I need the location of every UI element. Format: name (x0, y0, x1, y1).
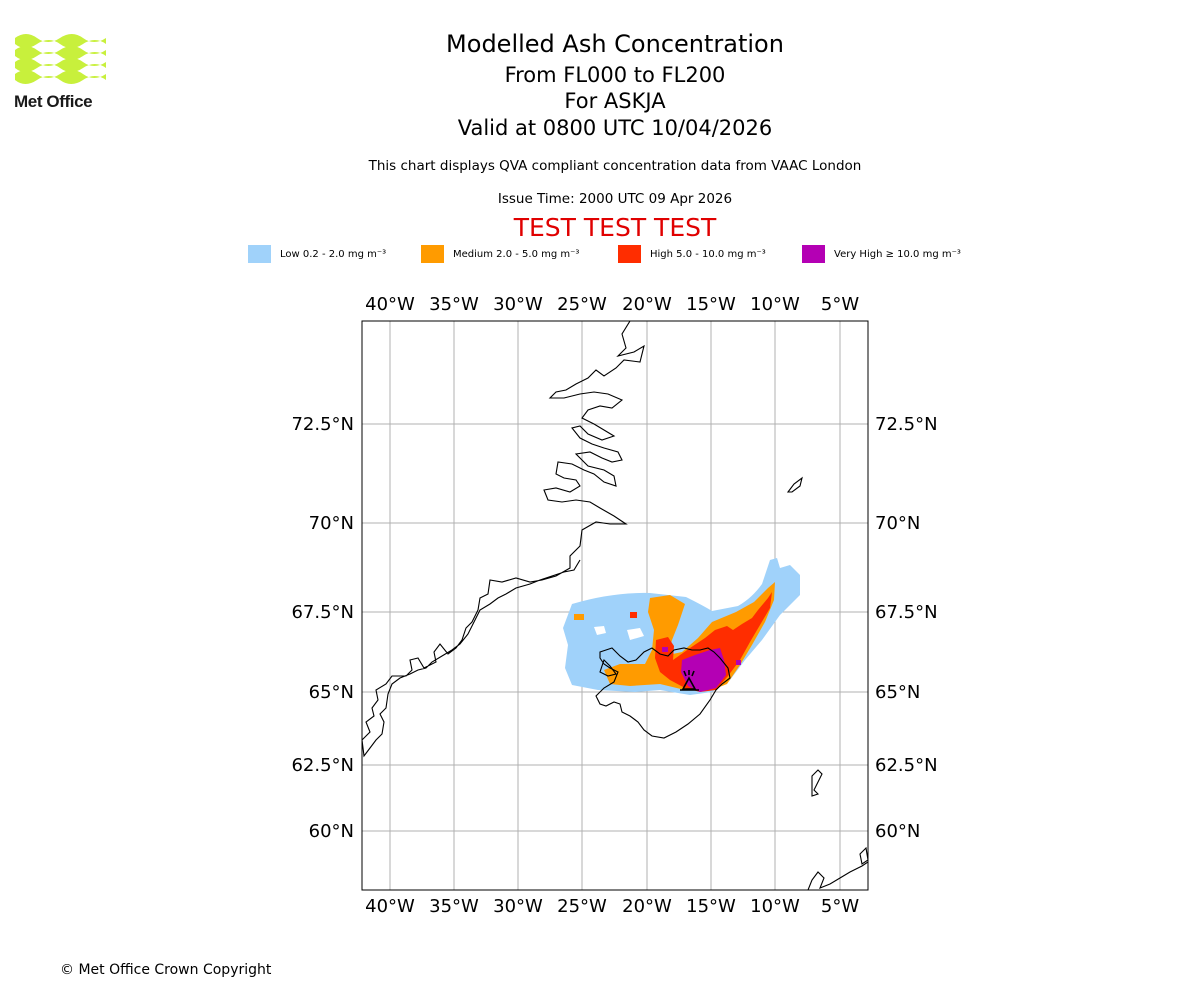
lon-tick-bottom: 10°W (750, 896, 800, 917)
lat-tick-right: 70°N (875, 513, 920, 534)
lon-tick-top: 30°W (493, 294, 543, 315)
legend-item-medium: Medium 2.0 - 5.0 mg m⁻³ (421, 244, 579, 264)
lon-tick-bottom: 30°W (493, 896, 543, 917)
lon-tick-bottom: 5°W (821, 896, 859, 917)
coastlines (362, 321, 868, 890)
legend-label-low: Low 0.2 - 2.0 mg m⁻³ (280, 248, 387, 260)
lat-tick-left: 70°N (309, 513, 354, 534)
map-plot-area (362, 321, 868, 890)
lat-tick-left: 62.5°N (291, 755, 354, 776)
test-banner: TEST TEST TEST (513, 213, 717, 242)
left-latitude-labels: 72.5°N 70°N 67.5°N 65°N 62.5°N 60°N (291, 414, 354, 842)
lon-tick-top: 5°W (821, 294, 859, 315)
volcano-subtitle: For ASKJA (564, 89, 666, 113)
lon-tick-top: 10°W (750, 294, 800, 315)
legend-item-very-high: Very High ≥ 10.0 mg m⁻³ (802, 244, 961, 264)
legend-swatch-low (248, 245, 271, 263)
chart-title: Modelled Ash Concentration (446, 30, 784, 58)
lon-tick-bottom: 35°W (429, 896, 479, 917)
top-longitude-labels: 40°W 35°W 30°W 25°W 20°W 15°W 10°W 5°W (365, 294, 859, 315)
map-gridlines (362, 321, 868, 890)
copyright-notice: © Met Office Crown Copyright (60, 962, 272, 978)
legend-label-very-high: Very High ≥ 10.0 mg m⁻³ (834, 248, 961, 260)
ash-area-very-high (681, 648, 726, 692)
map-frame (361, 320, 869, 891)
lat-tick-right: 60°N (875, 821, 920, 842)
lat-tick-left: 67.5°N (291, 602, 354, 623)
met-office-logo-text: Met Office (14, 92, 93, 111)
iceland-coastline (595, 647, 731, 739)
right-latitude-labels: 72.5°N 70°N 67.5°N 65°N 62.5°N 60°N (875, 414, 938, 842)
lat-tick-right: 72.5°N (875, 414, 938, 435)
chart-description: This chart displays QVA compliant concen… (368, 158, 862, 174)
legend-swatch-medium (421, 245, 444, 263)
legend-item-low: Low 0.2 - 2.0 mg m⁻³ (248, 244, 386, 264)
lon-tick-bottom: 20°W (622, 896, 672, 917)
met-office-logo (15, 34, 106, 84)
lat-tick-left: 65°N (309, 682, 354, 703)
lon-tick-bottom: 25°W (557, 896, 607, 917)
lon-tick-top: 15°W (686, 294, 736, 315)
lon-tick-top: 25°W (557, 294, 607, 315)
lat-tick-right: 67.5°N (875, 602, 938, 623)
legend-item-high: High 5.0 - 10.0 mg m⁻³ (618, 244, 766, 264)
lat-tick-right: 62.5°N (875, 755, 938, 776)
lon-tick-bottom: 40°W (365, 896, 415, 917)
flight-level-subtitle: From FL000 to FL200 (504, 63, 726, 87)
lon-tick-bottom: 15°W (686, 896, 736, 917)
lat-tick-right: 65°N (875, 682, 920, 703)
lon-tick-top: 40°W (365, 294, 415, 315)
lat-tick-left: 72.5°N (291, 414, 354, 435)
lat-tick-left: 60°N (309, 821, 354, 842)
legend-label-high: High 5.0 - 10.0 mg m⁻³ (650, 248, 766, 260)
lon-tick-top: 20°W (622, 294, 672, 315)
legend-swatch-very-high (802, 245, 825, 263)
legend-label-medium: Medium 2.0 - 5.0 mg m⁻³ (453, 248, 580, 260)
valid-time-subtitle: Valid at 0800 UTC 10/04/2026 (457, 116, 773, 140)
lon-tick-top: 35°W (429, 294, 479, 315)
legend-swatch-high (618, 245, 641, 263)
volcano-triangle-icon (680, 670, 699, 691)
issue-time: Issue Time: 2000 UTC 09 Apr 2026 (497, 191, 733, 207)
bottom-longitude-labels: 40°W 35°W 30°W 25°W 20°W 15°W 10°W 5°W (365, 896, 859, 917)
